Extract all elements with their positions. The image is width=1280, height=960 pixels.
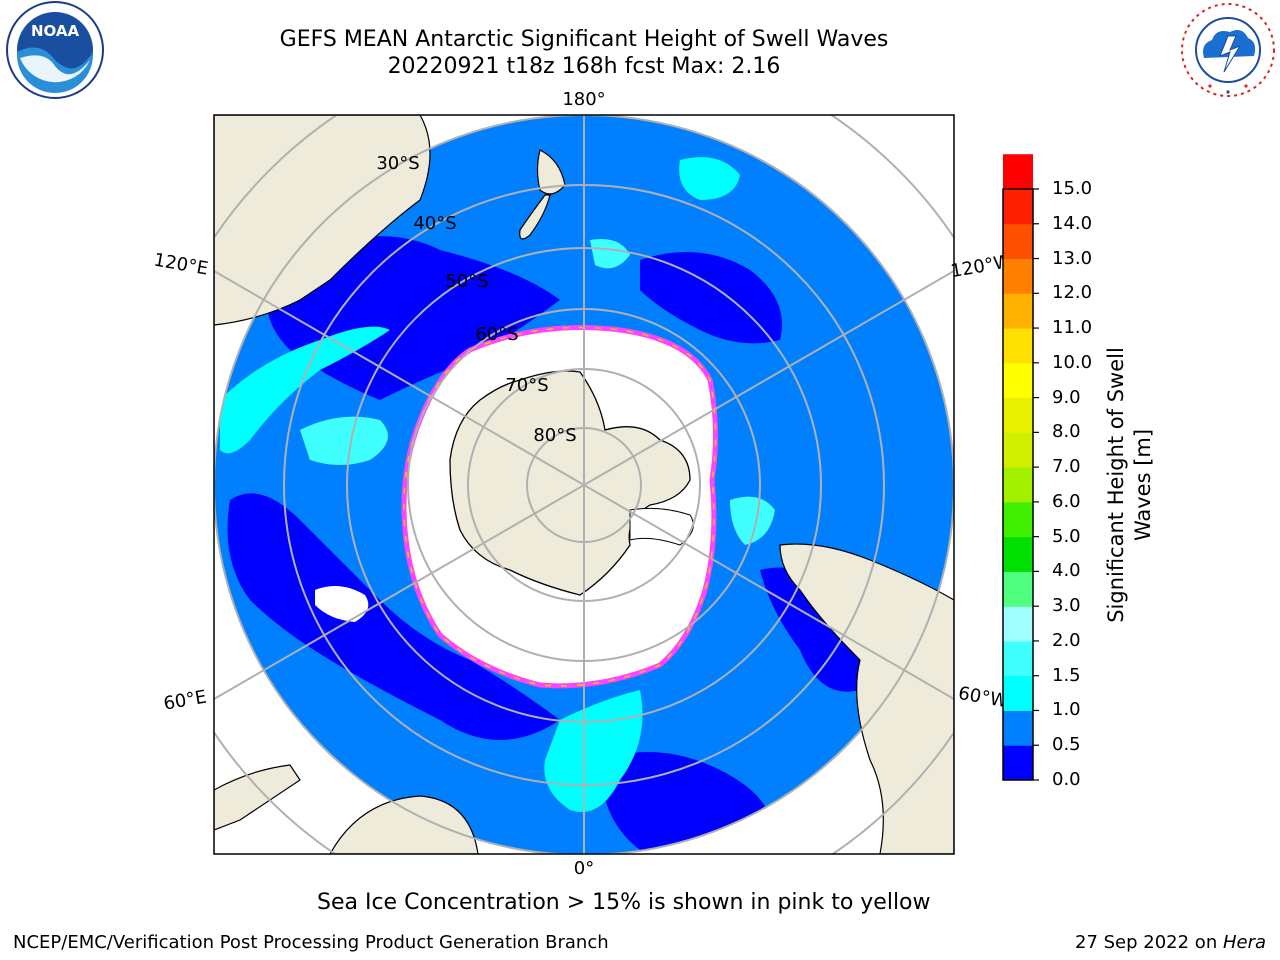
lon-label-0: 0° xyxy=(574,858,594,879)
footer-date: 27 Sep 2022 on Hera xyxy=(1075,932,1266,953)
colorbar-segment xyxy=(1003,536,1033,572)
colorbar-tick-label: 14.0 xyxy=(1052,212,1093,234)
lon-label-60w: 60°W xyxy=(957,683,1010,712)
longitude-gridlines xyxy=(214,115,954,854)
colorbar-segment xyxy=(1003,223,1033,260)
colorbar-segment xyxy=(1003,293,1033,329)
lon-label-180: 180° xyxy=(562,89,605,110)
lon-label-60e: 60°E xyxy=(162,686,208,714)
high-swell-region xyxy=(730,496,775,545)
land-madagascar-outside xyxy=(214,764,301,831)
land-antarctica xyxy=(449,370,691,596)
colorbar-segment xyxy=(1003,675,1033,711)
nws-logo-icon xyxy=(1181,3,1275,97)
colorbar-segment xyxy=(1003,467,1033,503)
colorbar-tick-label: 13.0 xyxy=(1052,247,1093,269)
low-swell-region xyxy=(380,336,460,380)
colorbar-segment xyxy=(1003,640,1033,677)
colorbar-tick-label: 8.0 xyxy=(1052,421,1081,443)
colorbar-segment xyxy=(1003,328,1033,364)
colorbar-segment xyxy=(1003,745,1033,781)
lat-label-70s: 70°S xyxy=(505,375,548,396)
footer-date-prefix: 27 Sep 2022 on xyxy=(1075,932,1223,953)
chart-subtitle: 20220921 t18z 168h fcst Max: 2.16 xyxy=(387,54,781,79)
colorbar-title-line1: Significant Height of Swell xyxy=(1104,347,1128,623)
colorbar-segment xyxy=(1003,606,1033,642)
colorbar-segment xyxy=(1003,571,1033,607)
colorbar-tick-label: 10.0 xyxy=(1052,351,1093,373)
lat-label-30s: 30°S xyxy=(376,153,419,174)
lat-label-40s: 40°S xyxy=(413,213,456,234)
ice-shelf xyxy=(629,507,694,546)
colorbar-segment xyxy=(1003,501,1033,538)
colorbar-tick-label: 0.0 xyxy=(1052,769,1081,790)
land-new-zealand-north xyxy=(536,149,566,195)
colorbar-tick-label: 11.0 xyxy=(1052,317,1093,339)
colorbar-segment xyxy=(1003,710,1033,746)
no-data-patch xyxy=(315,586,369,622)
colorbar-tick-label: 12.0 xyxy=(1052,282,1093,304)
colorbar xyxy=(1003,154,1039,781)
footer-date-host: Hera xyxy=(1222,932,1266,953)
colorbar-tick-label: 15.0 xyxy=(1052,178,1093,199)
high-swell-region xyxy=(679,157,740,200)
lat-label-60s: 60°S xyxy=(475,324,518,345)
land-new-zealand-south xyxy=(519,194,551,240)
map-frame xyxy=(213,114,955,855)
low-swell-region xyxy=(227,493,560,740)
colorbar-tick-label: 5.0 xyxy=(1052,525,1081,547)
colorbar-tick-label: 4.0 xyxy=(1052,560,1081,582)
colorbar-tick-label: 9.0 xyxy=(1052,386,1081,408)
sea-ice-caption: Sea Ice Concentration > 15% is shown in … xyxy=(317,890,931,915)
colorbar-frame xyxy=(1002,188,1034,781)
colorbar-tick-label: 7.0 xyxy=(1052,456,1081,478)
sea-ice-edge-yellow xyxy=(403,326,717,687)
noaa-logo-text: NOAA xyxy=(31,22,80,40)
colorbar-tick-label: 0.5 xyxy=(1052,734,1081,756)
colorbar-tick-label: 1.0 xyxy=(1052,699,1081,721)
colorbar-segment xyxy=(1003,154,1033,190)
colorbar-tick-label: 2.0 xyxy=(1052,629,1081,651)
high-swell-region xyxy=(300,416,388,465)
colorbar-tick-label: 1.5 xyxy=(1052,664,1081,686)
footer-credit: NCEP/EMC/Verification Post Processing Pr… xyxy=(13,932,609,953)
colorbar-title-line2: Waves [m] xyxy=(1131,428,1155,542)
colorbar-tick-label: 3.0 xyxy=(1052,595,1081,617)
colorbar-segment xyxy=(1003,432,1033,468)
lon-label-120e: 120°E xyxy=(152,249,210,279)
colorbar-tick-label: 6.0 xyxy=(1052,490,1081,512)
lat-label-50s: 50°S xyxy=(445,271,488,292)
noaa-logo-icon: NOAA xyxy=(6,1,104,99)
colorbar-segment xyxy=(1003,397,1033,433)
high-swell-region xyxy=(220,326,390,454)
chart-title: GEFS MEAN Antarctic Significant Height o… xyxy=(279,27,889,52)
lat-label-80s: 80°S xyxy=(533,425,576,446)
colorbar-segment xyxy=(1003,362,1033,399)
high-swell-region xyxy=(590,239,630,269)
colorbar-segment xyxy=(1003,189,1033,225)
colorbar-segment xyxy=(1003,258,1033,294)
colorbar-title: Significant Height of Swell Waves [m] xyxy=(1103,347,1157,623)
low-swell-region xyxy=(640,252,782,344)
